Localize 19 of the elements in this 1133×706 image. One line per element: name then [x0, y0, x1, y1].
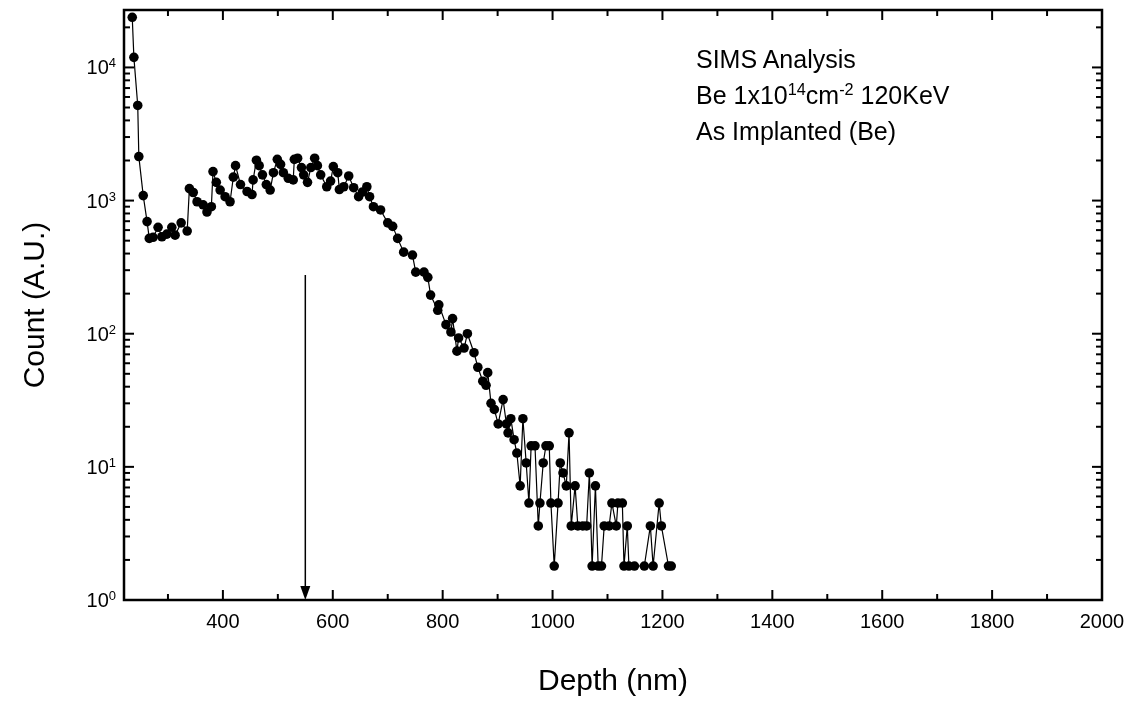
- x-tick-label: 2000: [1079, 610, 1125, 632]
- y-tick-label: 10$^{3}$: [86, 188, 116, 212]
- x-tick-label: 1800: [969, 610, 1015, 632]
- x-tick-label: 1000: [530, 610, 575, 632]
- x-axis-title: Depth (nm): [537, 663, 689, 696]
- y-tick-label: 10$^{0}$: [86, 587, 116, 611]
- annotation: Be 1x10$^{14}$cm$^{-2}$ 120KeV: [696, 80, 950, 109]
- y-tick-label: 10$^{4}$: [86, 54, 116, 79]
- x-tick-label: 600: [316, 610, 350, 632]
- y-tick-label: 10$^{1}$: [86, 454, 116, 478]
- y-axis-title: Count (A.U.): [17, 221, 50, 389]
- x-tick-label: 1400: [750, 610, 795, 632]
- x-tick-label: 400: [206, 610, 240, 632]
- annotation: As Implanted (Be): [696, 117, 897, 145]
- y-tick-label: 10$^{2}$: [86, 321, 116, 345]
- x-tick-label: 1200: [640, 610, 685, 632]
- x-tick-label: 800: [425, 610, 460, 632]
- annotation: SIMS Analysis: [696, 45, 856, 73]
- x-tick-label: 1600: [859, 610, 905, 632]
